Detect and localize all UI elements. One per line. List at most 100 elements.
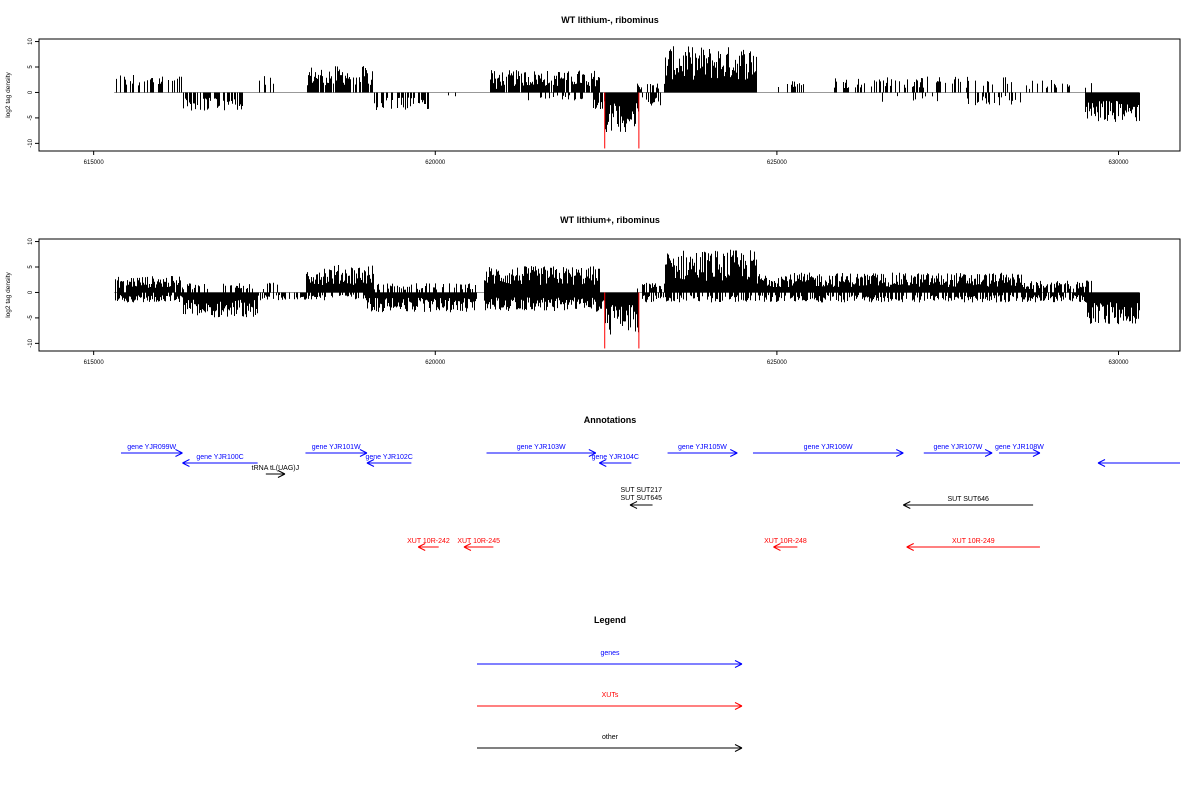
arrow-head <box>463 546 472 551</box>
arrow-head <box>1032 449 1041 454</box>
feature-label: gene YJR099W <box>127 444 176 451</box>
legend-label: XUTs <box>602 692 619 699</box>
y-tick-label: 0 <box>28 90 34 94</box>
feature-label: XUT 10R-248 <box>764 538 807 545</box>
feature-label: gene YJR106W <box>804 444 853 451</box>
track-panel-lithium-minus: WT lithium-, ribominus log2 tag density … <box>5 15 1181 166</box>
y-tick-label: -10 <box>28 138 34 147</box>
arrow-head <box>734 660 743 665</box>
arrow-head <box>366 459 375 464</box>
arrow-head <box>734 747 743 752</box>
legend-title: Legend <box>594 615 626 625</box>
legend-panel: Legend genes XUTs other <box>477 615 743 752</box>
arrow-head <box>984 449 993 454</box>
annotation-feature: XUT 10R-245 <box>457 538 500 551</box>
x-tick-label: 625000 <box>767 160 788 166</box>
arrow-head <box>277 470 286 475</box>
feature-label: SUT SUT217 <box>621 487 663 494</box>
arrow-head <box>896 452 904 457</box>
arrow-head <box>1097 462 1106 467</box>
feature-label: gene YJR100C <box>196 454 243 461</box>
arrow-head <box>903 504 911 509</box>
arrow-head <box>734 663 743 668</box>
legend-label: other <box>602 734 619 741</box>
annotation-feature: gene YJR102C <box>365 454 413 467</box>
feature-label: gene YJR103W <box>517 444 566 451</box>
y-tick-label: 0 <box>28 290 34 294</box>
annotation-feature: tRNA tL(UAG)J <box>252 465 299 478</box>
annotation-feature: gene YJR099W <box>120 444 183 457</box>
annotation-feature: gene YJR106W <box>752 444 904 457</box>
annotation-feature: SUT SUT645 <box>621 495 663 509</box>
annotation-feature: gene YJR104C <box>592 454 639 467</box>
annotation-feature <box>1097 459 1180 467</box>
arrow-head <box>773 543 781 548</box>
legend-item: XUTs <box>477 692 743 710</box>
arrow-head <box>599 462 607 467</box>
annotation-feature: XUT 10R-249 <box>906 538 1040 551</box>
arrow-head <box>773 546 781 551</box>
y-axis: 10 5 0 -5 -10 <box>28 238 39 348</box>
feature-label: gene YJR105W <box>678 444 727 451</box>
legend-item: genes <box>477 650 743 668</box>
arrow-head <box>629 501 638 506</box>
y-tick-label: -5 <box>28 315 34 321</box>
y-tick-label: 10 <box>28 238 34 245</box>
feature-label: tRNA tL(UAG)J <box>252 465 299 472</box>
feature-label: XUT 10R-242 <box>407 538 450 545</box>
arrow-head <box>182 459 190 464</box>
arrow-head <box>906 546 914 551</box>
annotation-feature: gene YJR107W <box>923 444 993 457</box>
feature-label: SUT SUT645 <box>621 495 663 502</box>
annotation-feature: gene YJR103W <box>486 444 597 457</box>
y-tick-label: -5 <box>28 115 34 121</box>
arrow-head <box>182 462 190 467</box>
arrow-head <box>984 452 993 457</box>
arrow-head <box>366 462 375 467</box>
arrow-head <box>277 473 286 478</box>
annotation-feature: gene YJR100C <box>182 454 258 467</box>
arrow-head <box>734 744 743 749</box>
annotation-feature: gene YJR105W <box>667 444 738 457</box>
feature-label: gene YJR108W <box>995 444 1044 451</box>
arrow-head <box>906 543 914 548</box>
y-axis-label: log2 tag density <box>5 271 12 317</box>
arrow-head <box>734 702 743 707</box>
arrow-head <box>463 543 472 548</box>
feature-label: gene YJR104C <box>592 454 639 461</box>
track-title: WT lithium-, ribominus <box>561 15 659 25</box>
density-bars <box>114 249 1140 349</box>
legend-label: genes <box>600 650 620 657</box>
density-bars <box>114 46 1140 149</box>
arrow-head <box>896 449 904 454</box>
arrow-head <box>588 452 597 457</box>
annotation-features: gene YJR099W gene YJR100C tRNA tL(UAG)J gen… <box>120 444 1180 551</box>
annotation-feature: XUT 10R-242 <box>407 538 450 551</box>
legend-item: other <box>477 734 743 752</box>
x-tick-label: 620000 <box>425 360 446 366</box>
y-axis: 10 5 0 -5 -10 <box>28 38 39 148</box>
y-tick-label: 5 <box>28 265 34 269</box>
x-tick-label: 615000 <box>84 360 105 366</box>
y-tick-label: 5 <box>28 65 34 69</box>
x-tick-label: 630000 <box>1108 360 1129 366</box>
annotation-feature: gene YJR101W <box>305 444 368 457</box>
annotations-panel: Annotations gene YJR099W gene YJR100C tRNA… <box>120 415 1180 551</box>
arrow-head <box>417 546 426 551</box>
feature-label: SUT SUT646 <box>947 496 989 503</box>
y-axis-label: log2 tag density <box>5 71 12 117</box>
x-axis: 615000 620000 625000 630000 <box>84 351 1129 366</box>
legend-items: genes XUTs other <box>477 650 743 752</box>
x-axis: 615000 620000 625000 630000 <box>84 151 1129 166</box>
y-tick-label: -10 <box>28 338 34 347</box>
track-title: WT lithium+, ribominus <box>560 215 660 225</box>
feature-label: XUT 10R-249 <box>952 538 995 545</box>
y-tick-label: 10 <box>28 38 34 45</box>
feature-label: gene YJR102C <box>365 454 412 461</box>
annotation-feature: gene YJR108W <box>995 444 1044 457</box>
arrow-head <box>903 501 911 506</box>
x-tick-label: 615000 <box>84 160 105 166</box>
track-panel-lithium-plus: WT lithium+, ribominus log2 tag density … <box>5 215 1181 366</box>
plot-frame <box>38 238 1181 352</box>
